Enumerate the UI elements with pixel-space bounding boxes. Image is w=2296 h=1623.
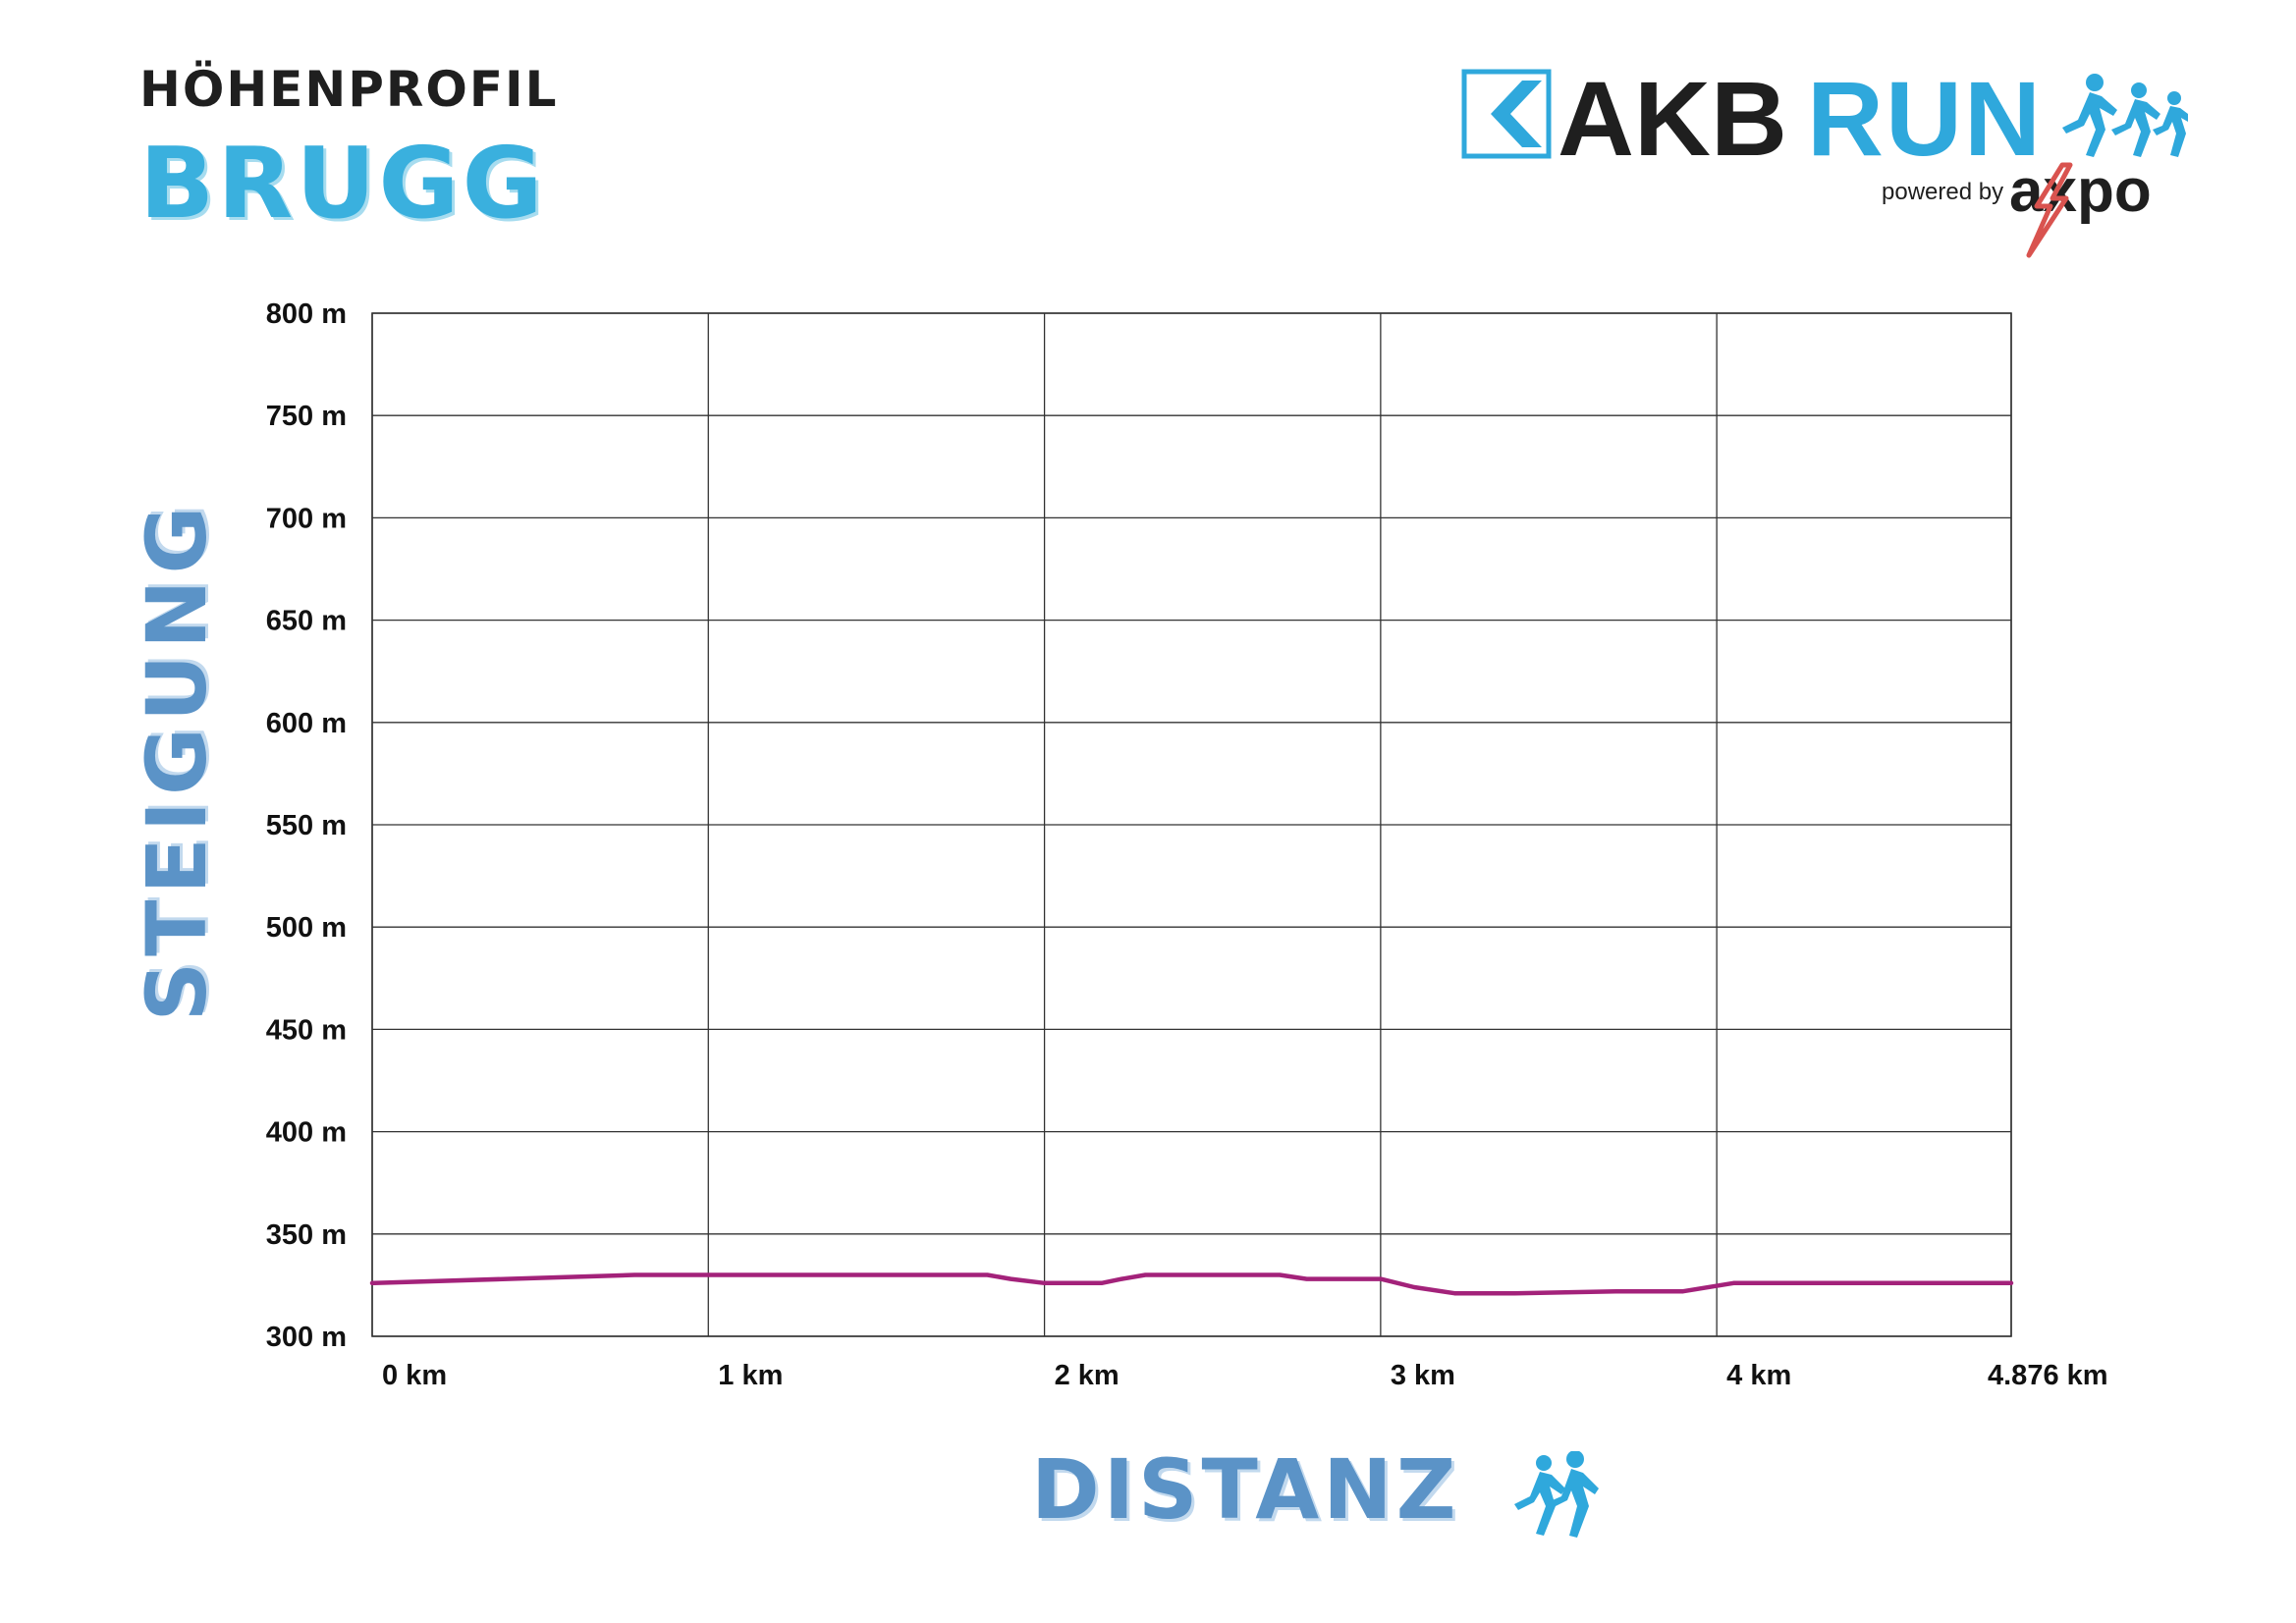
akb-run-logo: AKB RUN powered by axpo bbox=[1461, 69, 2188, 258]
axpo-bolt-icon bbox=[2026, 162, 2073, 258]
y-tick-label: 800 m bbox=[266, 298, 347, 330]
x-axis-ticks: 0 km 1 km 2 km 3 km 4 km 4.876 km bbox=[382, 1360, 2108, 1391]
x-tick-label: 0 km bbox=[382, 1360, 447, 1391]
y-axis-title: STEIGUNG bbox=[129, 500, 225, 1022]
y-tick-label: 550 m bbox=[266, 810, 347, 841]
x-axis-title-text: DISTANZ bbox=[1031, 1441, 1460, 1538]
chart-series bbox=[369, 1272, 2014, 1296]
x-tick-label: 3 km bbox=[1391, 1360, 1455, 1391]
y-tick-label: 650 m bbox=[266, 606, 347, 637]
y-tick-label: 500 m bbox=[266, 912, 347, 944]
y-tick-label: 300 m bbox=[266, 1322, 347, 1353]
logo-brand-akb: AKB bbox=[1558, 69, 1787, 178]
akb-chevron-icon bbox=[1461, 69, 1552, 159]
runners-icon bbox=[1513, 1450, 1599, 1539]
y-axis-ticks: 300 m 350 m 400 m 450 m 500 m 550 m 600 m 650 m… bbox=[266, 298, 347, 1353]
y-tick-label: 350 m bbox=[266, 1219, 347, 1251]
logo-sponsor: axpo bbox=[2009, 157, 2152, 225]
page-title: HÖHENPROFIL bbox=[139, 61, 559, 118]
y-tick-label: 400 m bbox=[266, 1117, 347, 1149]
y-tick-label: 700 m bbox=[266, 503, 347, 534]
x-tick-label: 4.876 km bbox=[1988, 1360, 2108, 1391]
x-tick-label: 4 km bbox=[1726, 1360, 1791, 1391]
y-tick-label: 750 m bbox=[266, 401, 347, 432]
x-axis-title: DISTANZ bbox=[1031, 1441, 1599, 1540]
elevation-line bbox=[369, 1272, 2014, 1296]
page-subtitle: BRUGG bbox=[139, 126, 546, 241]
y-tick-label: 600 m bbox=[266, 708, 347, 739]
y-tick-label: 450 m bbox=[266, 1014, 347, 1046]
logo-powered-by: powered by bbox=[1882, 179, 2003, 205]
logo-brand-run: RUN bbox=[1807, 69, 2043, 178]
x-tick-label: 1 km bbox=[718, 1360, 783, 1391]
x-tick-label: 2 km bbox=[1055, 1360, 1120, 1391]
chart-grid bbox=[371, 312, 2012, 1337]
runners-icon bbox=[2062, 74, 2188, 157]
